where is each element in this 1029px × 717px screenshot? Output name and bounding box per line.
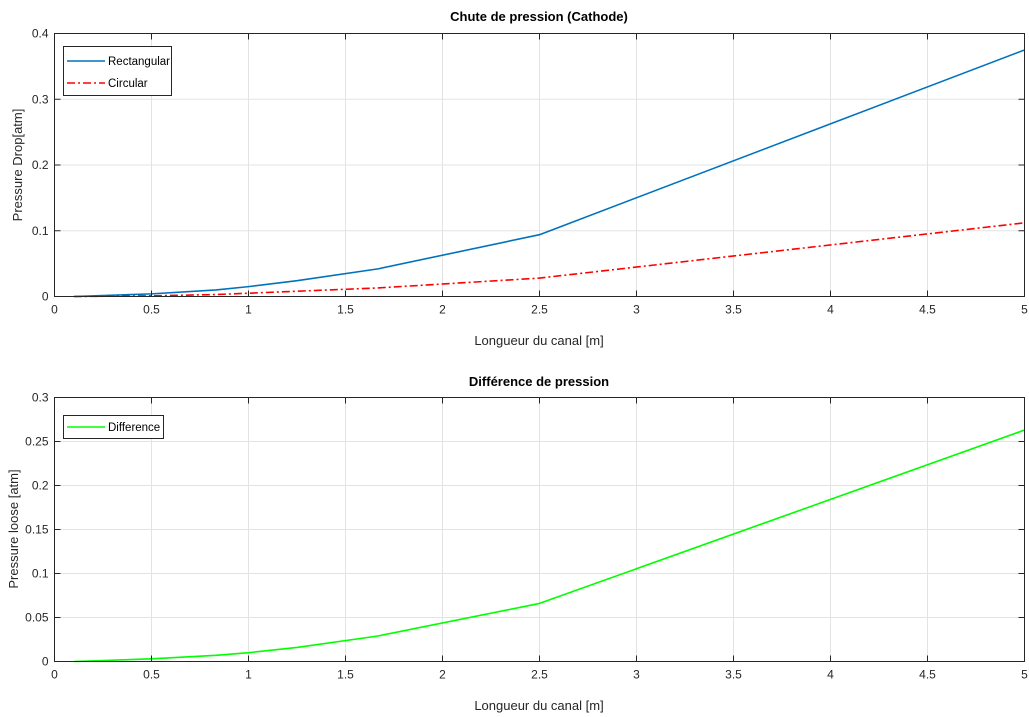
x-tick-label: 2.5 xyxy=(531,668,548,682)
x-tick-label: 1.5 xyxy=(337,668,354,682)
x-tick-label: 1 xyxy=(245,303,252,317)
x-tick-label: 2 xyxy=(439,303,446,317)
bottom-subplot: Différence de pression 0 0.5 1 1.5 2 2.5 3 3.5 4… xyxy=(6,374,1028,713)
bottom-ticks: 0 0.5 1 1.5 2 2.5 3 3.5 4 4.5 5 0 0.05 0.1 0.15 0.2 0.25… xyxy=(25,391,1028,682)
x-tick-label: 0.5 xyxy=(143,303,160,317)
series-line-difference xyxy=(73,429,1025,663)
top-chart-title: Chute de pression (Cathode) xyxy=(450,9,628,24)
x-tick-label: 4 xyxy=(827,303,834,317)
x-tick-label: 5 xyxy=(1021,668,1028,682)
x-tick-label: 1.5 xyxy=(337,303,354,317)
legend-label-circular: Circular xyxy=(108,78,148,90)
x-tick-label: 1 xyxy=(245,668,252,682)
top-y-axis-label: Pressure Drop[atm] xyxy=(10,109,25,222)
y-tick-label: 0.1 xyxy=(32,224,49,238)
y-tick-label: 0.05 xyxy=(25,611,49,625)
x-tick-label: 4.5 xyxy=(919,303,936,317)
x-tick-label: 3.5 xyxy=(725,303,742,317)
x-tick-label: 3.5 xyxy=(725,668,742,682)
bottom-x-axis-label: Longueur du canal [m] xyxy=(474,698,603,713)
bottom-chart-title: Différence de pression xyxy=(469,374,609,389)
x-tick-label: 0 xyxy=(51,303,58,317)
x-tick-label: 5 xyxy=(1021,303,1028,317)
legend-label-rectangular: Rectangular xyxy=(108,56,170,68)
series-line-rectangular xyxy=(73,49,1025,298)
top-x-axis-label: Longueur du canal [m] xyxy=(474,333,603,348)
y-tick-label: 0.1 xyxy=(32,567,49,581)
y-tick-label: 0.4 xyxy=(32,27,49,41)
y-tick-label: 0.15 xyxy=(25,523,49,537)
bottom-series-lines xyxy=(73,429,1025,663)
bottom-y-axis-label: Pressure loose [atm] xyxy=(6,469,21,588)
x-tick-label: 4 xyxy=(827,668,834,682)
x-tick-label: 3 xyxy=(633,303,640,317)
bottom-legend: Difference xyxy=(63,415,164,439)
y-tick-label: 0 xyxy=(42,290,49,304)
y-tick-label: 0.25 xyxy=(25,435,49,449)
y-tick-label: 0.3 xyxy=(32,92,49,106)
y-tick-label: 0.2 xyxy=(32,479,49,493)
x-tick-label: 3 xyxy=(633,668,640,682)
bottom-legend-box xyxy=(63,415,164,439)
x-tick-label: 4.5 xyxy=(919,668,936,682)
top-subplot: Chute de pression (Cathode) 0 0.5 1 1.5 2 2.5… xyxy=(10,9,1028,348)
x-tick-label: 2.5 xyxy=(531,303,548,317)
y-tick-label: 0 xyxy=(42,655,49,669)
top-legend-box xyxy=(63,46,172,96)
top-legend: Rectangular Circular xyxy=(63,46,172,96)
x-tick-label: 0.5 xyxy=(143,668,160,682)
x-tick-label: 2 xyxy=(439,668,446,682)
legend-label-difference: Difference xyxy=(108,422,160,434)
y-tick-label: 0.2 xyxy=(32,158,49,172)
top-series-lines xyxy=(73,49,1025,298)
x-tick-label: 0 xyxy=(51,668,58,682)
y-tick-label: 0.3 xyxy=(32,391,49,405)
top-ticks: 0 0.5 1 1.5 2 2.5 3 3.5 4 4.5 5 0 0.1 0.2 0.3 0.4 xyxy=(32,27,1028,317)
series-line-circular xyxy=(73,222,1025,298)
